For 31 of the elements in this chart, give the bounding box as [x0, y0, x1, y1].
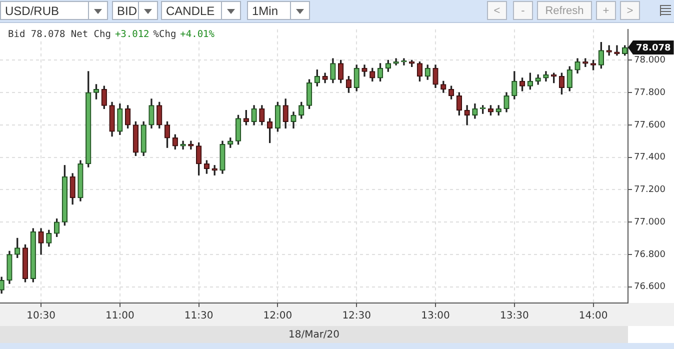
- x-tick-label: 12:00: [263, 310, 292, 322]
- y-tick-label: 77.400: [634, 152, 666, 163]
- x-tick-label: 13:00: [421, 310, 450, 322]
- x-tick-label: 11:00: [106, 310, 134, 322]
- x-tick-label: 14:00: [578, 310, 608, 322]
- y-tick-label: 77.000: [634, 217, 666, 228]
- text: BID: [117, 4, 138, 18]
- text: Refresh: [537, 1, 592, 20]
- annotation: %Chg: [153, 29, 176, 40]
- y-tick-label: 78.000: [634, 56, 666, 66]
- y-tick-label: 77.800: [634, 88, 666, 98]
- annotation: +3.012: [114, 29, 150, 40]
- annotation: Bid 78.078 Net Chg: [8, 29, 111, 40]
- x-tick-label: 10:30: [26, 310, 56, 322]
- chart-title: USD/RUB: [5, 4, 60, 18]
- text: +: [596, 1, 616, 20]
- annotation: +4.01%: [180, 29, 214, 40]
- x-axis-title: 18/Mar/20: [288, 330, 340, 341]
- x-tick-label: 11:30: [184, 310, 214, 322]
- text: >: [620, 1, 640, 20]
- x-tick-label: 12:30: [342, 310, 372, 322]
- text: CANDLE: [166, 4, 215, 18]
- y-tick-label: 77.200: [634, 185, 666, 196]
- x-tick-label: 13:30: [500, 310, 529, 322]
- y-tick-label: 77.600: [634, 120, 666, 130]
- text: -: [513, 1, 533, 20]
- text: 78.078: [636, 43, 671, 54]
- y-tick-label: 76.800: [634, 250, 666, 260]
- text: <: [487, 1, 507, 20]
- text: 1Min: [252, 4, 278, 18]
- y-tick-label: 76.600: [634, 282, 666, 292]
